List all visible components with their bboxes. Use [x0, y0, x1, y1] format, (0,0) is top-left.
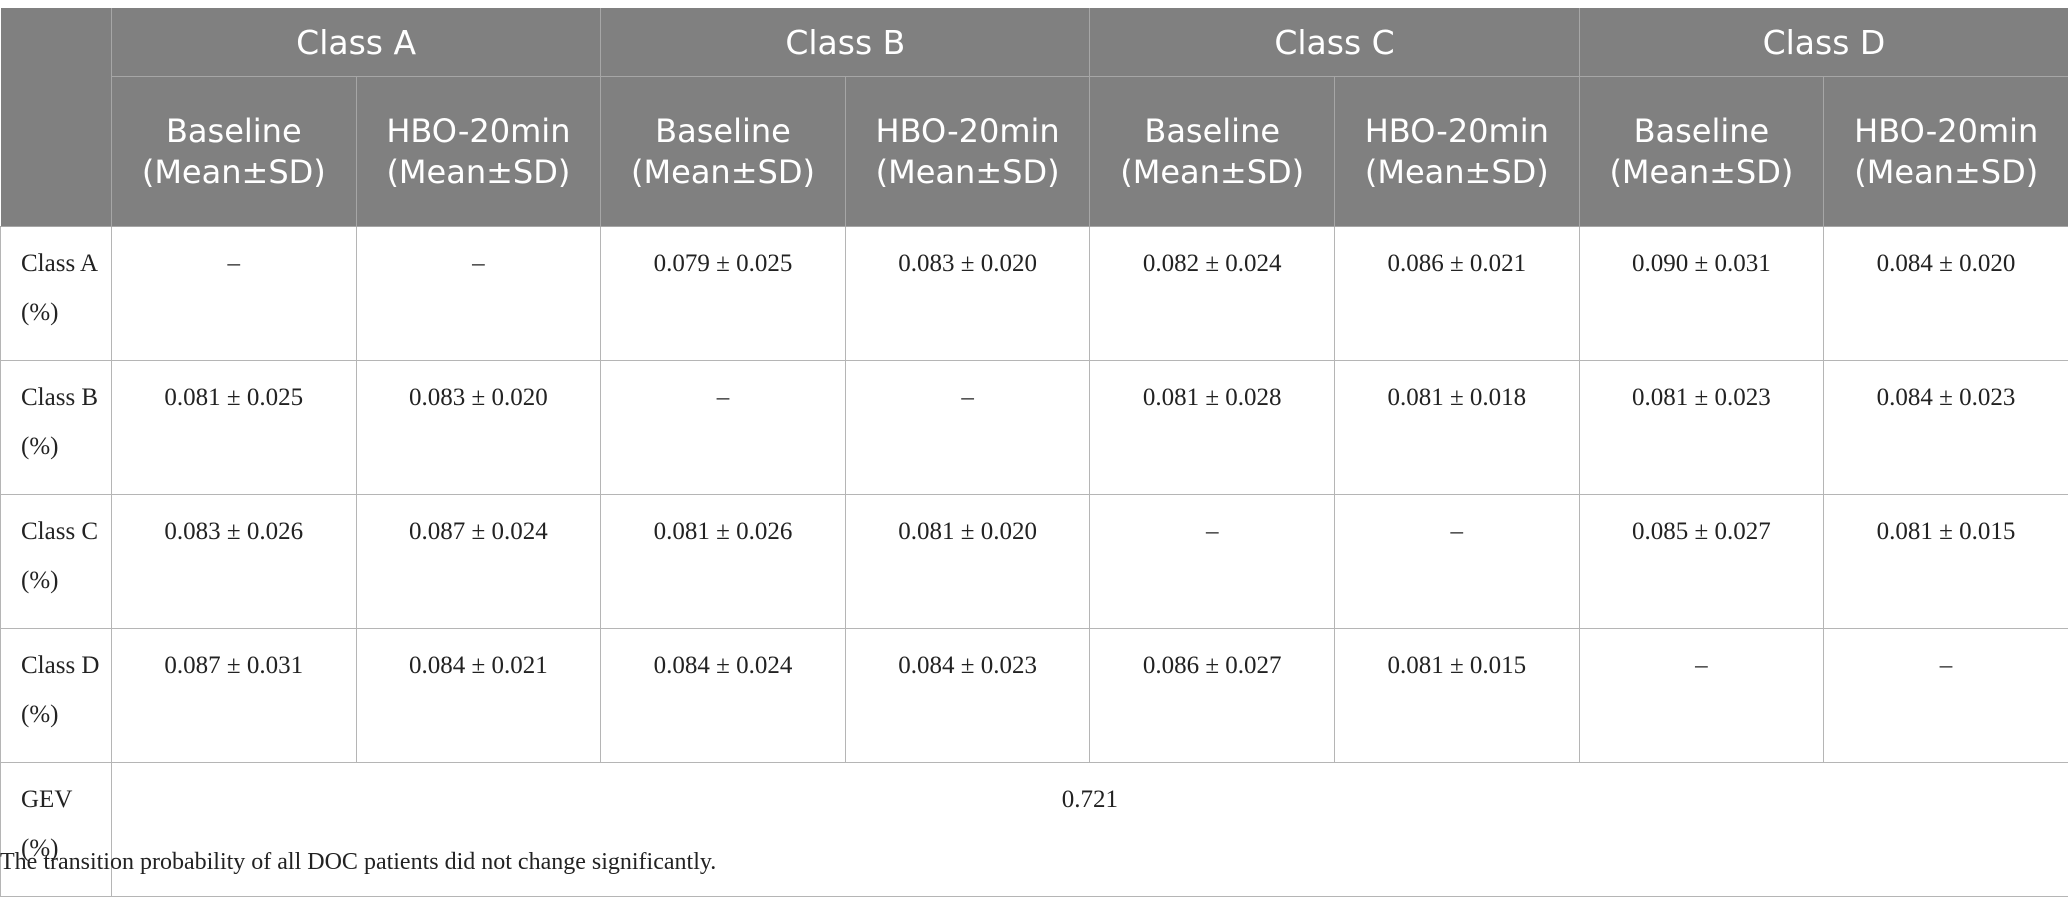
table-cell: 0.086 ± 0.027 [1090, 629, 1335, 763]
table-cell: – [1335, 495, 1580, 629]
table-cell: 0.090 ± 0.031 [1579, 227, 1824, 361]
table-body: Class A (%) – – 0.079 ± 0.025 0.083 ± 0.… [1, 227, 2068, 897]
table-row: Class B (%) 0.081 ± 0.025 0.083 ± 0.020 … [1, 361, 2068, 495]
table-cell: 0.084 ± 0.023 [845, 629, 1090, 763]
table-cell: 0.081 ± 0.020 [845, 495, 1090, 629]
sub-header-c-hbo: HBO-20min (Mean±SD) [1335, 77, 1580, 227]
table-cell: 0.087 ± 0.031 [112, 629, 357, 763]
row-label-gev: GEV (%) [1, 763, 112, 897]
row-label-class-c: Class C (%) [1, 495, 112, 629]
table-footnote: The transition probability of all DOC pa… [0, 849, 716, 876]
table-cell: – [1824, 629, 2068, 763]
table-cell: 0.081 ± 0.026 [601, 495, 846, 629]
header-corner-cell [1, 8, 112, 227]
table-cell: – [356, 227, 601, 361]
table-cell: 0.081 ± 0.025 [112, 361, 357, 495]
table-cell: – [1090, 495, 1335, 629]
group-header-row: Class A Class B Class C Class D [1, 8, 2068, 77]
row-label-class-b: Class B (%) [1, 361, 112, 495]
sub-header-a-hbo: HBO-20min (Mean±SD) [356, 77, 601, 227]
table-cell: 0.087 ± 0.024 [356, 495, 601, 629]
table-cell: 0.086 ± 0.021 [1335, 227, 1580, 361]
table-cell: 0.083 ± 0.020 [845, 227, 1090, 361]
table-cell: 0.084 ± 0.024 [601, 629, 846, 763]
sub-header-b-hbo: HBO-20min (Mean±SD) [845, 77, 1090, 227]
table-cell: 0.083 ± 0.026 [112, 495, 357, 629]
table-cell: 0.084 ± 0.021 [356, 629, 601, 763]
table-cell: 0.082 ± 0.024 [1090, 227, 1335, 361]
sub-header-a-baseline: Baseline (Mean±SD) [112, 77, 357, 227]
table-cell: 0.081 ± 0.015 [1824, 495, 2068, 629]
table-cell: 0.081 ± 0.028 [1090, 361, 1335, 495]
table-row: Class A (%) – – 0.079 ± 0.025 0.083 ± 0.… [1, 227, 2068, 361]
sub-header-c-baseline: Baseline (Mean±SD) [1090, 77, 1335, 227]
group-header-class-c: Class C [1090, 8, 1579, 77]
transition-probability-table: Class A Class B Class C Class D Baseline… [0, 8, 2068, 897]
gev-row: GEV (%) 0.721 [1, 763, 2068, 897]
table-cell: – [601, 361, 846, 495]
table-cell: – [1579, 629, 1824, 763]
table-row: Class C (%) 0.083 ± 0.026 0.087 ± 0.024 … [1, 495, 2068, 629]
transition-probability-table-container: Class A Class B Class C Class D Baseline… [0, 8, 2068, 897]
row-label-class-a: Class A (%) [1, 227, 112, 361]
sub-header-row: Baseline (Mean±SD) HBO-20min (Mean±SD) B… [1, 77, 2068, 227]
sub-header-b-baseline: Baseline (Mean±SD) [601, 77, 846, 227]
sub-header-d-baseline: Baseline (Mean±SD) [1579, 77, 1824, 227]
table-row: Class D (%) 0.087 ± 0.031 0.084 ± 0.021 … [1, 629, 2068, 763]
table-cell: 0.085 ± 0.027 [1579, 495, 1824, 629]
table-cell: 0.083 ± 0.020 [356, 361, 601, 495]
group-header-class-d: Class D [1579, 8, 2068, 77]
table-cell: 0.081 ± 0.018 [1335, 361, 1580, 495]
table-cell: – [112, 227, 357, 361]
gev-value: 0.721 [112, 763, 2068, 897]
table-cell: 0.079 ± 0.025 [601, 227, 846, 361]
sub-header-d-hbo: HBO-20min (Mean±SD) [1824, 77, 2068, 227]
group-header-class-b: Class B [601, 8, 1090, 77]
group-header-class-a: Class A [112, 8, 601, 77]
row-label-class-d: Class D (%) [1, 629, 112, 763]
table-cell: 0.084 ± 0.020 [1824, 227, 2068, 361]
table-cell: – [845, 361, 1090, 495]
table-cell: 0.081 ± 0.015 [1335, 629, 1580, 763]
table-cell: 0.084 ± 0.023 [1824, 361, 2068, 495]
table-cell: 0.081 ± 0.023 [1579, 361, 1824, 495]
table-header: Class A Class B Class C Class D Baseline… [1, 8, 2068, 227]
